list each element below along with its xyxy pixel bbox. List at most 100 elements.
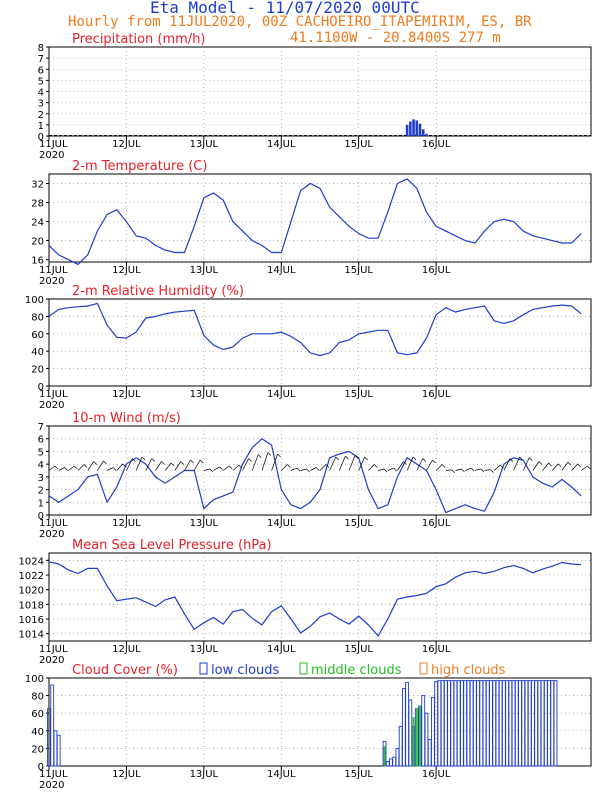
wind-barb-flag	[403, 461, 407, 465]
y-tick-label: 3	[38, 99, 44, 110]
x-tick-label: 11JUL	[39, 139, 68, 150]
x-year-label: 2020	[39, 780, 64, 791]
wind-barb	[513, 456, 520, 471]
low-cloud-bar	[421, 695, 426, 767]
y-tick-label: 60	[31, 709, 44, 720]
wind-barb-flag	[306, 468, 310, 473]
wind-barb-flag	[587, 465, 591, 470]
low-cloud-bar	[50, 684, 55, 767]
y-tick-label: 32	[31, 180, 44, 191]
y-tick-label: 40	[31, 727, 44, 738]
x-tick-label: 12JUL	[112, 518, 141, 529]
y-tick-label: 5	[38, 76, 44, 87]
low-cloud-bar	[418, 705, 422, 767]
x-year-label: 2020	[39, 150, 64, 161]
wind-barb-flag	[103, 460, 107, 465]
plot-frame	[48, 677, 592, 767]
wind-barb	[387, 467, 394, 471]
x-tick-label: 13JUL	[190, 139, 219, 150]
wind-barb-flag	[325, 464, 330, 468]
y-tick-label: 2	[38, 110, 44, 121]
wind-barb	[561, 461, 569, 471]
low-cloud-bar	[424, 712, 429, 767]
wind-barb-flag	[228, 465, 233, 470]
y-tick-label: 1020	[19, 586, 44, 597]
y-tick-label: 100	[25, 295, 44, 306]
low-cloud-bar	[443, 680, 448, 767]
wind-barb	[542, 462, 549, 471]
low-cloud-bar	[501, 680, 506, 767]
x-tick-label: 15JUL	[344, 769, 373, 780]
wind-barb-flag	[54, 465, 59, 470]
wind-barb	[242, 458, 249, 471]
wind-barb	[68, 465, 75, 471]
wind-barb	[223, 465, 230, 471]
wind-barb-flag	[93, 461, 97, 465]
wind-barb	[232, 464, 240, 471]
low-cloud-bar	[495, 680, 500, 767]
low-cloud-bar	[521, 680, 526, 767]
low-cloud-bar	[553, 680, 558, 767]
wind-barb-flag	[122, 463, 126, 468]
wind-barb-flag	[141, 456, 146, 461]
y-tick-label: 24	[31, 218, 44, 229]
low-cloud-bar	[453, 680, 458, 767]
plot-frame	[48, 173, 592, 263]
precip-bar	[425, 133, 428, 136]
wind-barb	[290, 467, 298, 471]
wind-barb	[155, 461, 162, 471]
wind-barb	[503, 458, 511, 471]
chart-main-title: Eta Model - 11/07/2020 00UTC	[150, 0, 420, 17]
wind-barb	[571, 463, 578, 471]
low-cloud-bar	[382, 740, 387, 767]
y-tick-label: 1016	[19, 615, 44, 626]
x-tick-label: 12JUL	[112, 389, 141, 400]
wind-barb	[48, 465, 56, 471]
wind-barb-flag	[199, 459, 204, 464]
low-cloud-bar	[460, 680, 464, 767]
precip-bar	[421, 129, 425, 136]
wind-barb-flag	[296, 467, 301, 472]
wind-barb	[145, 458, 153, 471]
wind-barb	[581, 465, 588, 471]
y-tick-label: 0	[38, 762, 44, 773]
mid-cloud-bar	[415, 708, 418, 767]
low-cloud-bar	[476, 680, 480, 767]
x-tick-label: 14JUL	[267, 644, 296, 655]
wind-barb	[126, 458, 133, 471]
x-tick-label: 16JUL	[422, 139, 451, 150]
wind-barb-flag	[364, 456, 368, 461]
wind-barb	[203, 468, 210, 471]
low-cloud-bar	[482, 680, 487, 767]
wind-barb-flag	[393, 467, 397, 472]
wind-barb-flag	[470, 467, 475, 472]
x-tick-label: 15JUL	[344, 644, 373, 655]
panel-title: Precipitation (mm/h)	[72, 32, 205, 47]
wind-barb-flag	[422, 458, 427, 462]
x-tick-label: 13JUL	[190, 518, 219, 529]
mid-cloud-bar	[412, 717, 415, 767]
low-cloud-bar	[472, 680, 477, 767]
x-tick-label: 13JUL	[190, 644, 219, 655]
y-tick-label: 7	[38, 422, 44, 433]
wind-barb-flag	[267, 452, 272, 456]
x-tick-label: 16JUL	[422, 265, 451, 276]
y-tick-label: 0	[38, 132, 44, 143]
x-tick-label: 12JUL	[112, 644, 141, 655]
panel-title: Cloud Cover (%)	[72, 663, 178, 678]
wind-barb-flag	[509, 458, 514, 462]
wind-barb-flag	[383, 468, 388, 473]
wind-barb	[368, 464, 375, 471]
x-tick-label: 11JUL	[39, 769, 68, 780]
low-cloud-bar	[411, 725, 416, 767]
x-tick-label: 14JUL	[267, 265, 296, 276]
precip-bar	[415, 120, 419, 136]
wind-barb	[416, 458, 424, 471]
wind-barb	[455, 468, 462, 471]
wind-barb-flag	[83, 464, 88, 468]
x-tick-label: 16JUL	[422, 644, 451, 655]
low-cloud-bar	[485, 680, 490, 767]
